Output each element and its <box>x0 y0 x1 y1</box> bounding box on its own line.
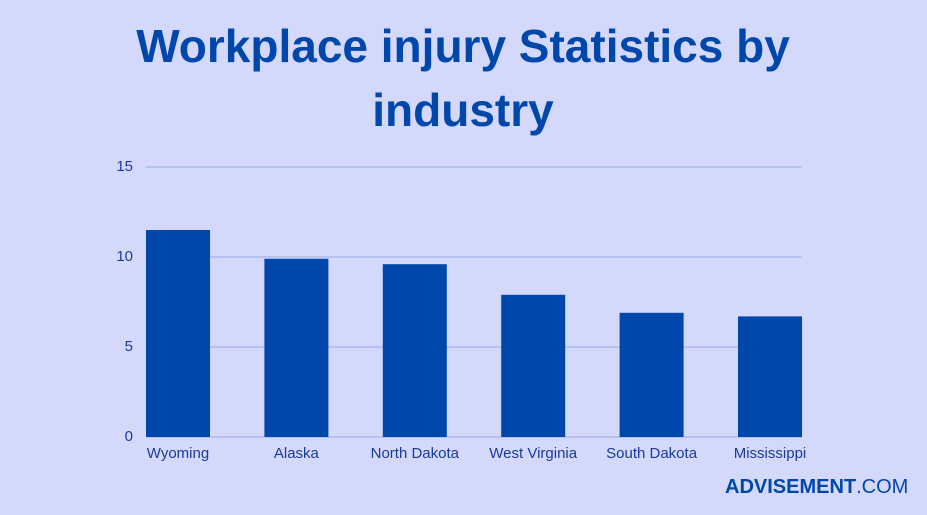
x-tick-label: Alaska <box>274 445 320 462</box>
y-tick-label: 15 <box>116 158 133 175</box>
bar <box>619 312 684 437</box>
y-tick-label: 0 <box>125 428 133 445</box>
logo: ADVISEMENT.COM <box>725 476 908 499</box>
bar <box>146 230 210 437</box>
logo-name: ADVISEMENT <box>725 476 857 498</box>
x-tick-label: West Virginia <box>489 445 577 462</box>
bar <box>501 294 566 437</box>
x-tick-label: North Dakota <box>371 445 460 462</box>
chart-title: Workplace injury Statistics by industry <box>136 20 790 136</box>
bar <box>382 264 447 437</box>
logo-suffix: .COM <box>856 476 909 498</box>
x-tick-label: South Dakota <box>606 445 698 462</box>
bar <box>738 316 802 437</box>
y-tick-label: 10 <box>116 248 133 265</box>
x-tick-label: Mississippi <box>734 445 807 462</box>
x-tick-label: Wyoming <box>147 445 209 462</box>
bar <box>264 258 329 437</box>
y-tick-label: 5 <box>125 338 133 355</box>
